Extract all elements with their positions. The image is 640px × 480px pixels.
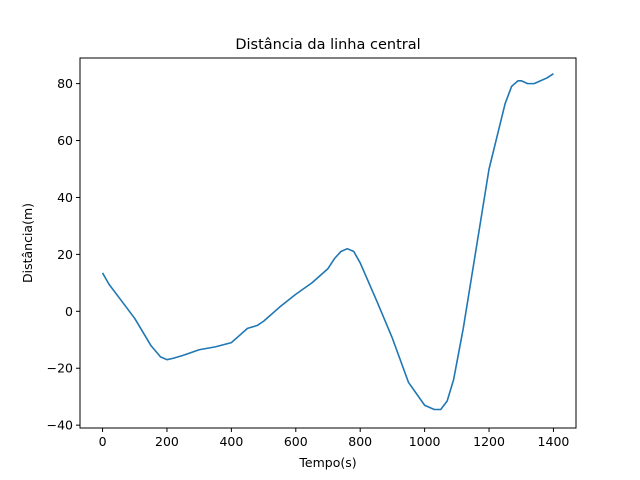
x-axis: 0 200 400 600 800 1000 1200 1400 — [99, 428, 570, 449]
chart-title: Distância da linha central — [235, 37, 420, 53]
x-tick-label: 600 — [284, 434, 308, 449]
x-tick-label: 200 — [155, 434, 179, 449]
x-tick-label: 1000 — [409, 434, 441, 449]
axes-frame — [79, 57, 577, 429]
y-tick-label: −40 — [47, 418, 73, 433]
series-line-0 — [101, 72, 554, 411]
x-tick-label: 1400 — [538, 434, 570, 449]
y-axis-label: Distância(m) — [20, 203, 35, 283]
y-tick-label: 20 — [57, 247, 73, 262]
y-tick-label: 60 — [57, 133, 73, 148]
x-axis-label: Tempo(s) — [298, 455, 356, 470]
x-tick-label: 0 — [99, 434, 107, 449]
x-tick-label: 400 — [219, 434, 243, 449]
y-axis: −40 −20 0 20 40 60 80 — [47, 76, 80, 433]
plot-area — [101, 72, 554, 411]
y-tick-label: 40 — [57, 190, 73, 205]
y-tick-label: −20 — [47, 361, 73, 376]
y-tick-label: 0 — [65, 304, 73, 319]
x-tick-label: 800 — [348, 434, 372, 449]
y-tick-label: 80 — [57, 76, 73, 91]
x-tick-label: 1200 — [473, 434, 505, 449]
